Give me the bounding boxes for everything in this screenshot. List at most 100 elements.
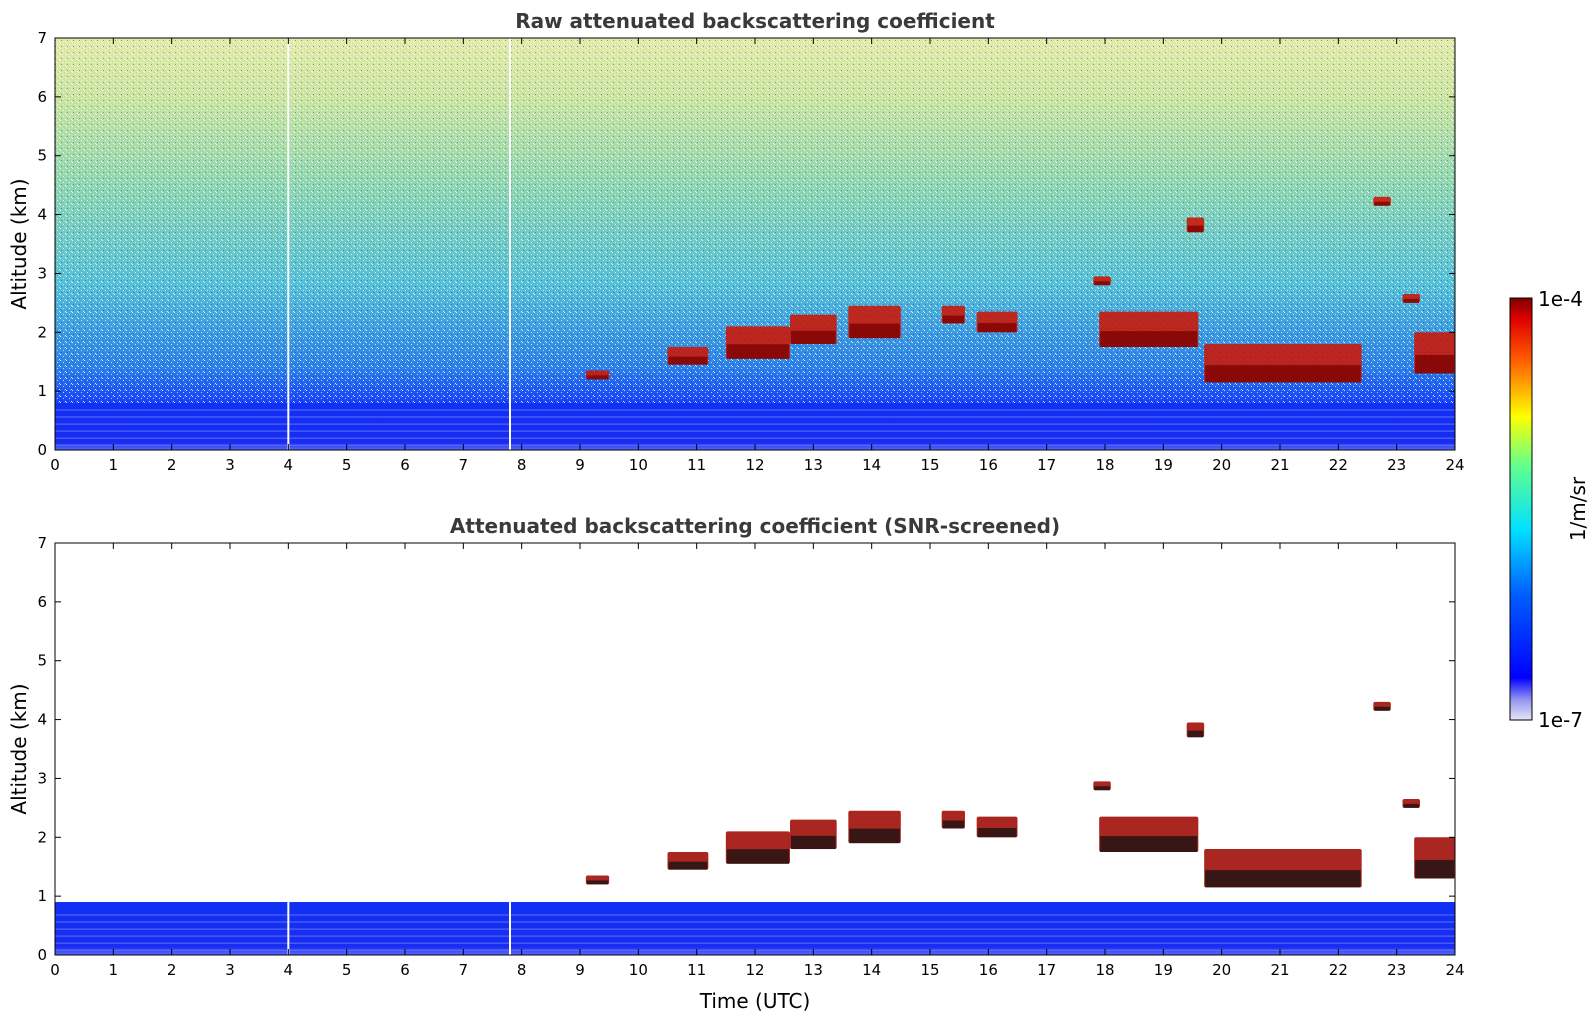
cloud-layers <box>585 701 1455 888</box>
cloud-layer-core <box>1374 201 1390 206</box>
x-axis-ticks: 0 1 2 3 4 5 6 7 8 9 10 11 12 13 14 15 16 17 18 19 20 21 22 23 24 <box>50 38 1465 474</box>
y-tick-label: 3 <box>37 769 47 787</box>
x-tick-label: 8 <box>517 961 527 979</box>
y-tick-label: 0 <box>37 946 47 964</box>
boundary-layer <box>55 902 1455 955</box>
x-tick-label: 24 <box>1445 456 1464 474</box>
y-tick-label: 4 <box>37 206 47 224</box>
y-axis-ticks: 0 1 2 3 4 5 6 7 <box>37 534 1455 964</box>
x-tick-label: 12 <box>745 456 764 474</box>
x-tick-label: 18 <box>1095 961 1114 979</box>
colorbar: 1e-4 1e-7 1/m/sr <box>1509 287 1590 732</box>
x-tick-label: 4 <box>284 456 294 474</box>
x-tick-label: 15 <box>920 456 939 474</box>
x-tick-label: 9 <box>575 961 585 979</box>
cloud-layer-core <box>726 344 789 359</box>
noise-speckle <box>55 38 1455 450</box>
data-gaps <box>287 38 511 450</box>
x-tick-label: 18 <box>1095 456 1114 474</box>
x-tick-label: 2 <box>167 456 177 474</box>
chart-title: Attenuated backscattering coefficient (S… <box>450 514 1060 538</box>
y-tick-label: 6 <box>37 88 47 106</box>
x-tick-label: 10 <box>629 456 648 474</box>
x-tick-label: 20 <box>1212 456 1231 474</box>
x-tick-label: 3 <box>225 961 235 979</box>
cloud-layer-core <box>586 375 609 380</box>
cloud-layer-core <box>1100 836 1198 852</box>
y-axis-label: Altitude (km) <box>7 683 31 814</box>
cloud-layer-core <box>942 315 964 324</box>
x-tick-label: 22 <box>1329 961 1348 979</box>
snr-screened-panel: Attenuated backscattering coefficient (S… <box>7 514 1465 1013</box>
cloud-layer-core <box>1374 706 1390 711</box>
y-tick-label: 6 <box>37 593 47 611</box>
raw-backscatter-panel: Raw attenuated backscattering coefficien… <box>7 9 1465 474</box>
x-tick-label: 7 <box>459 961 469 979</box>
cloud-layer-core <box>791 330 836 345</box>
cloud-layer-core <box>977 828 1017 838</box>
cloud-layer-core <box>1100 331 1198 347</box>
x-axis-ticks: 0 1 2 3 4 5 6 7 8 9 10 11 12 13 14 15 16 17 18 19 20 21 22 23 24 <box>50 543 1465 979</box>
x-tick-label: 4 <box>284 961 294 979</box>
cloud-layer-core <box>849 323 900 339</box>
x-tick-label: 13 <box>804 456 823 474</box>
cloud-layer-core <box>1205 365 1361 383</box>
cloud-layer-core <box>1187 730 1204 738</box>
plot-area <box>55 38 1455 450</box>
x-tick-label: 23 <box>1387 961 1406 979</box>
y-tick-label: 4 <box>37 711 47 729</box>
y-tick-label: 1 <box>37 382 47 400</box>
x-axis-label: Time (UTC) <box>699 989 811 1013</box>
boundary-layer <box>55 402 1455 450</box>
y-tick-label: 7 <box>37 534 47 552</box>
x-tick-label: 2 <box>167 961 177 979</box>
cloud-layer-core <box>668 861 708 870</box>
y-axis-ticks: 0 1 2 3 4 5 6 7 <box>37 29 1455 459</box>
x-tick-label: 24 <box>1445 961 1464 979</box>
x-tick-label: 0 <box>50 961 60 979</box>
colorbar-unit-label: 1/m/sr <box>1566 476 1590 541</box>
chart-title: Raw attenuated backscattering coefficien… <box>515 9 995 33</box>
y-tick-label: 5 <box>37 652 47 670</box>
cloud-layer-core <box>1094 786 1110 791</box>
y-tick-label: 1 <box>37 887 47 905</box>
x-tick-label: 5 <box>342 456 352 474</box>
cloud-layer-core <box>1403 298 1419 303</box>
x-tick-label: 10 <box>629 961 648 979</box>
cloud-layer-core <box>1094 281 1110 286</box>
x-tick-label: 14 <box>862 961 881 979</box>
x-tick-label: 9 <box>575 456 585 474</box>
x-tick-label: 13 <box>804 961 823 979</box>
y-tick-label: 7 <box>37 29 47 47</box>
y-tick-label: 2 <box>37 323 47 341</box>
x-tick-label: 20 <box>1212 961 1231 979</box>
cloud-layer-core <box>1205 870 1361 888</box>
y-tick-label: 3 <box>37 264 47 282</box>
x-tick-label: 15 <box>920 961 939 979</box>
x-tick-label: 21 <box>1270 961 1289 979</box>
cloud-layer-core <box>1187 225 1204 233</box>
x-tick-label: 0 <box>50 456 60 474</box>
y-tick-label: 2 <box>37 828 47 846</box>
x-tick-label: 17 <box>1037 456 1056 474</box>
y-axis-label: Altitude (km) <box>7 178 31 309</box>
x-tick-label: 11 <box>687 456 706 474</box>
plot-area <box>55 543 1455 955</box>
x-tick-label: 12 <box>745 961 764 979</box>
colorbar-max-label: 1e-4 <box>1538 287 1583 311</box>
colorbar-min-label: 1e-7 <box>1538 708 1583 732</box>
cloud-layer-core <box>1415 354 1454 374</box>
cloud-layer-core <box>668 356 708 365</box>
plot-background <box>55 543 1455 955</box>
x-tick-label: 14 <box>862 456 881 474</box>
x-tick-label: 8 <box>517 456 527 474</box>
cloud-layer-core <box>791 835 836 850</box>
x-tick-label: 16 <box>979 456 998 474</box>
x-tick-label: 21 <box>1270 456 1289 474</box>
x-tick-label: 1 <box>109 456 119 474</box>
y-tick-label: 0 <box>37 441 47 459</box>
cloud-layer-core <box>1403 803 1419 808</box>
cloud-layer-core <box>942 820 964 829</box>
cloud-layer-core <box>586 880 609 885</box>
